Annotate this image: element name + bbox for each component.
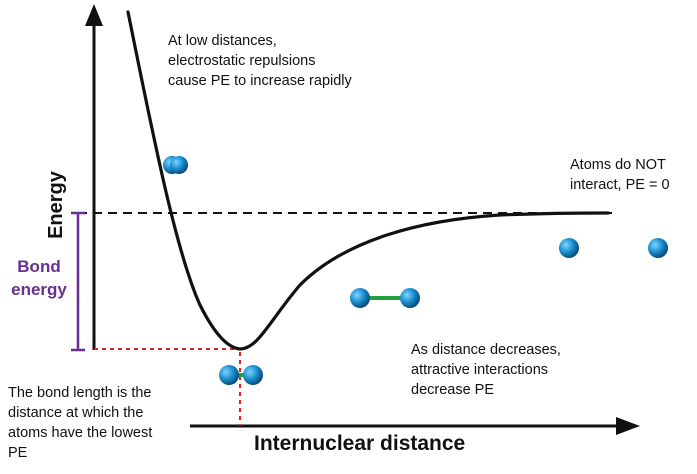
bond-energy-label: Bond energy: [11, 257, 67, 299]
annotation-decreasing: As distance decreases, attractive intera…: [411, 342, 561, 398]
attracting-atoms: [350, 288, 420, 308]
overlapping-atoms: [163, 156, 188, 174]
bond-energy-bracket: [71, 211, 85, 352]
annotation-no-interaction: Atoms do NOT interact, PE = 0: [570, 157, 670, 193]
bonded-atoms-minimum: [219, 365, 263, 385]
x-axis-label: Internuclear distance: [254, 432, 466, 455]
x-axis: [190, 417, 640, 435]
annotation-bond-length: The bond length is the distance at which…: [8, 385, 153, 461]
potential-energy-curve: [126, 10, 610, 351]
y-axis-label: Energy: [45, 171, 67, 239]
y-axis: [85, 4, 103, 350]
annotation-low-distance: At low distances, electrostatic repulsio…: [168, 33, 352, 89]
separated-atoms: [559, 238, 668, 258]
